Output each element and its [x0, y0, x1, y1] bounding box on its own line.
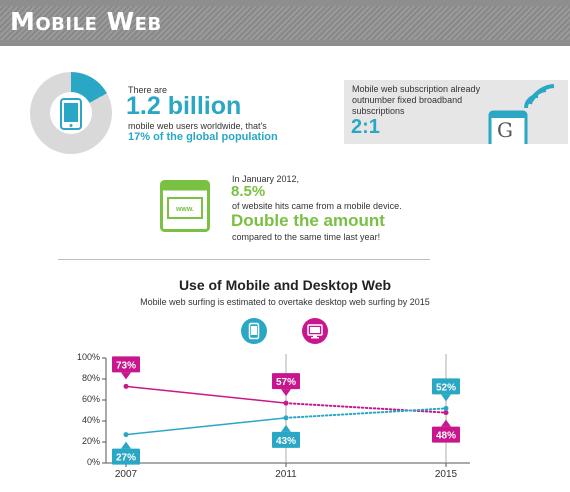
smartphone-icon — [60, 98, 82, 130]
header-banner: Mobile Web — [0, 0, 570, 46]
series-desktop-point — [283, 400, 289, 406]
header-stripe — [0, 6, 570, 40]
series-desktop-data-label: 48% — [436, 431, 456, 442]
chart-subtitle: Mobile web surfing is estimated to overt… — [140, 297, 430, 307]
hits-value: 8.5% — [231, 183, 266, 200]
y-tick-label: 60% — [81, 394, 100, 404]
browser-window-icon — [160, 180, 210, 232]
series-mobile-data-label: 43% — [276, 436, 296, 447]
subscription-line3: subscriptions — [352, 106, 405, 116]
series-mobile-label-box — [272, 431, 300, 448]
users-line: mobile web users worldwide, that's — [128, 121, 267, 131]
series-desktop-segment — [285, 402, 447, 414]
x-tick-label: 2015 — [434, 469, 458, 480]
legend-desktop — [302, 318, 328, 344]
browser-icon-text: www. — [175, 206, 195, 213]
series-desktop-data-label: 73% — [116, 360, 136, 371]
desktop-monitor-icon — [307, 324, 323, 339]
x-tick-label: 2007 — [114, 469, 138, 480]
series-desktop-point — [443, 410, 449, 416]
series-desktop-label-pointer — [281, 389, 291, 397]
series-mobile-data-label: 52% — [436, 382, 456, 393]
legend-mobile — [241, 318, 267, 344]
subscription-panel — [344, 80, 568, 144]
series-mobile-point — [123, 432, 129, 438]
subscription-line2: outnumber fixed broadband — [352, 95, 463, 105]
hits-line: of website hits came from a mobile devic… — [232, 201, 402, 211]
y-tick-label: 0% — [86, 457, 100, 467]
series-mobile-label-pointer — [121, 441, 131, 449]
series-mobile-point — [443, 405, 449, 411]
series-desktop-label-pointer — [441, 419, 451, 427]
subscription-line1: Mobile web subscription already — [352, 84, 481, 94]
series-mobile-segment — [125, 417, 287, 436]
users-value: 1.2 billion — [126, 92, 242, 120]
wifi-icon — [488, 84, 555, 144]
series-desktop-label-box — [272, 373, 300, 390]
y-tick-label: 100% — [76, 352, 100, 362]
series-desktop-segment — [125, 385, 287, 404]
hits-intro: In January 2012, — [232, 174, 300, 184]
series-mobile-point — [283, 415, 289, 421]
y-tick-label: 40% — [81, 415, 100, 425]
series-mobile-label-box — [112, 448, 140, 465]
page-title: Mobile Web — [10, 7, 162, 36]
y-tick-label: 20% — [81, 436, 100, 446]
hits-highlight: Double the amount — [231, 211, 385, 230]
series-desktop-label-pointer — [121, 372, 131, 380]
y-tick-label: 80% — [81, 373, 100, 383]
series-mobile-segment — [285, 407, 447, 419]
hits-line2: compared to the same time last year! — [232, 232, 381, 242]
series-mobile-data-label: 27% — [116, 453, 136, 464]
series-mobile-label-pointer — [441, 394, 451, 402]
series-desktop-label-box — [112, 356, 140, 373]
series-desktop-label-box — [432, 426, 460, 443]
x-tick-label: 2011 — [275, 469, 297, 480]
subscription-ratio: 2:1 — [351, 116, 380, 138]
series-desktop-data-label: 57% — [276, 377, 296, 388]
smartphone-icon — [248, 322, 260, 340]
series-mobile-label-box — [432, 378, 460, 395]
section-divider — [58, 259, 430, 260]
series-mobile-label-pointer — [281, 424, 291, 432]
chart-title: Use of Mobile and Desktop Web — [178, 277, 392, 293]
users-intro: There are — [128, 85, 168, 95]
series-desktop-point — [123, 383, 129, 389]
users-highlight: 17% of the global population — [128, 131, 278, 143]
subscription-icon-letter: G — [497, 118, 513, 142]
